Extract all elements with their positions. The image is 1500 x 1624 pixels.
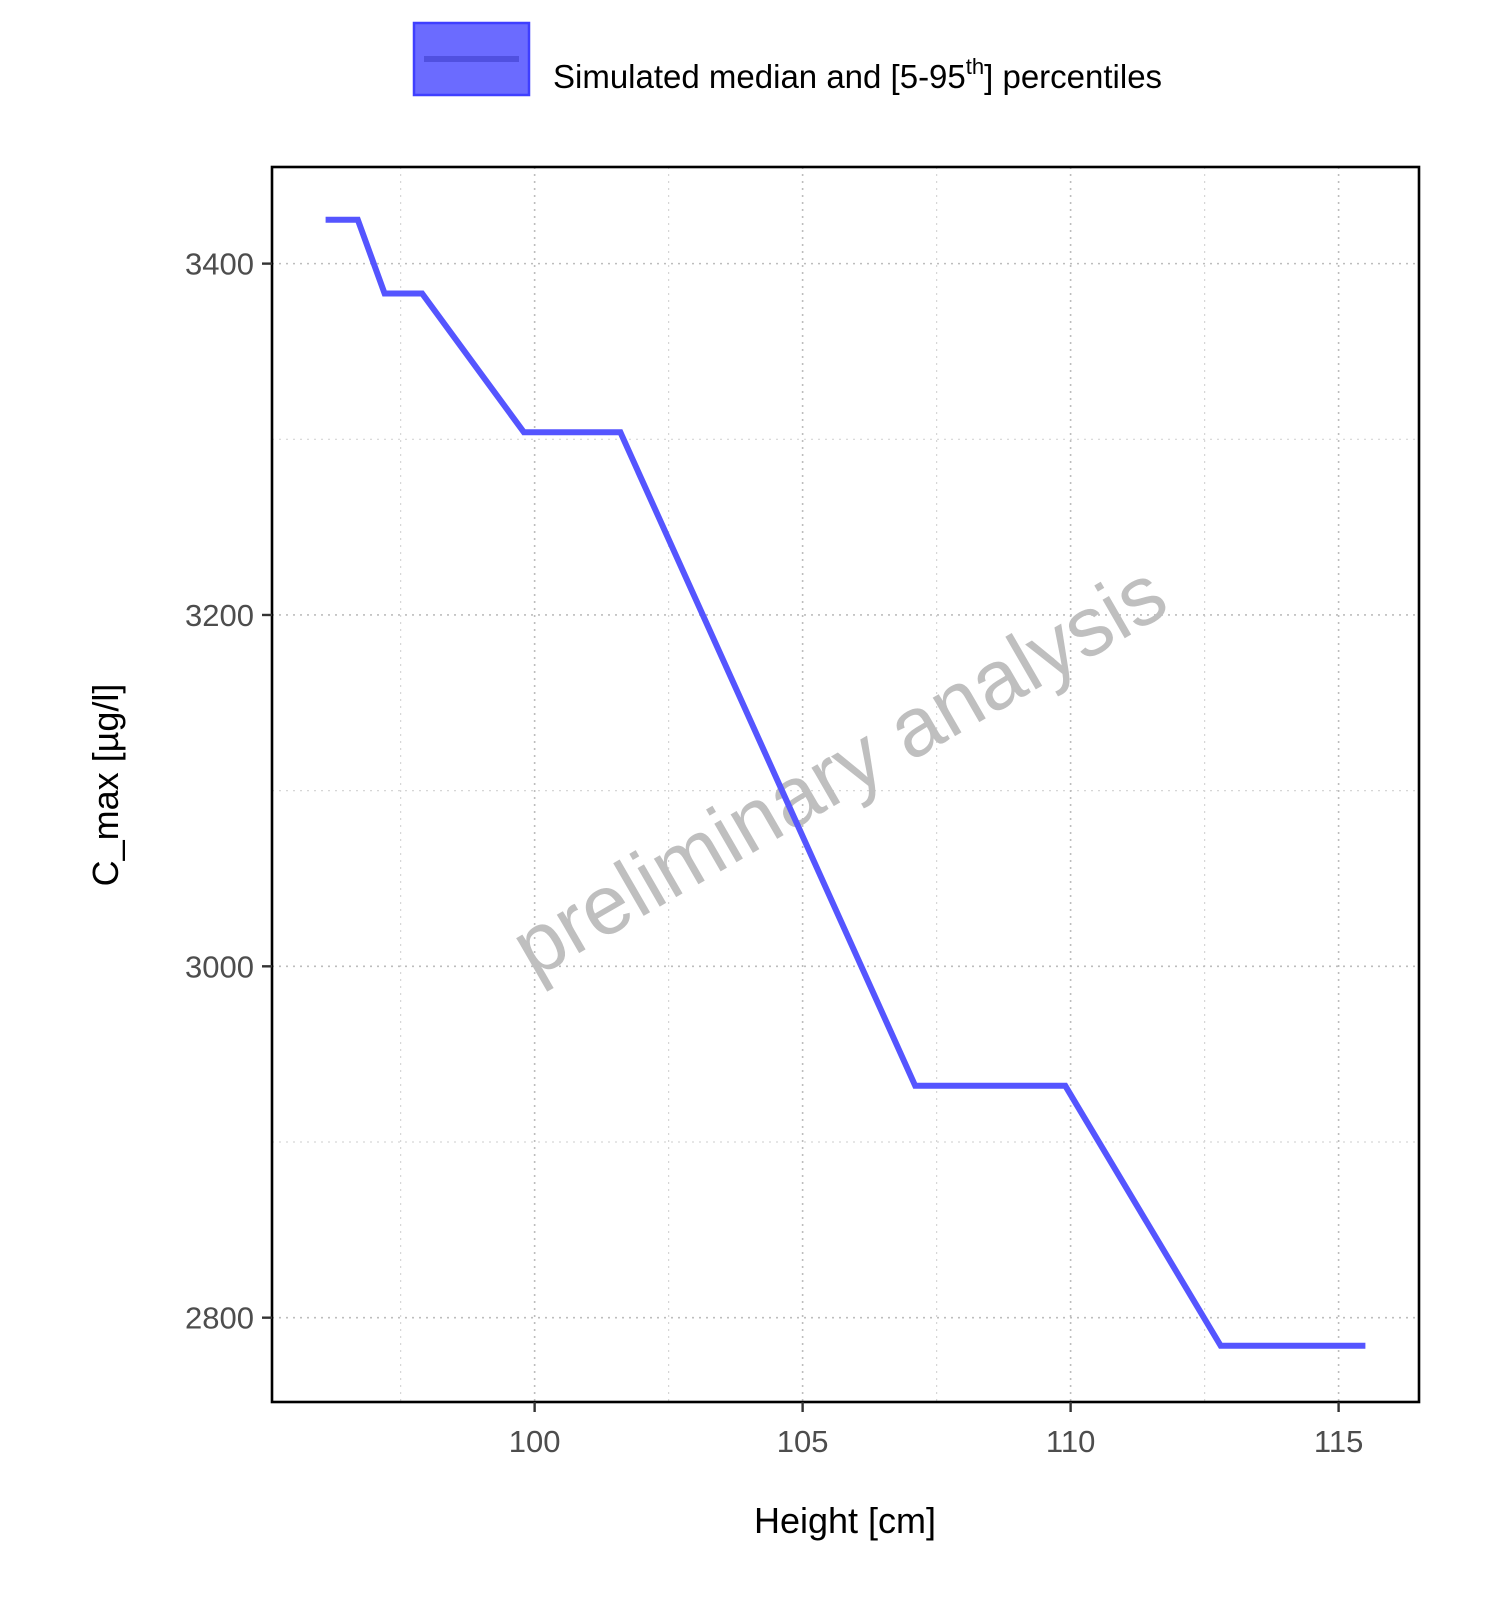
series-point [355,217,361,223]
series-point [617,429,623,435]
series-point [912,1083,918,1089]
grid [272,167,1419,1402]
series-line [325,216,1366,1349]
series-point [1362,1343,1368,1349]
series-point [419,290,425,296]
legend-label-main: Simulated median and [5-95 [553,58,966,95]
x-axis-title: Height [cm] [754,1500,936,1541]
x-axis-ticks: 100 105 110 115 [509,1402,1363,1459]
y-tick-label: 3000 [185,949,254,984]
series-point [1218,1343,1224,1349]
x-tick-label: 115 [1314,1424,1363,1459]
series-point [521,429,527,435]
x-tick-label: 100 [509,1424,561,1459]
y-axis-title: C_max [µg/l] [85,684,126,887]
plot-panel-border [270,165,1421,1404]
legend-label: Simulated median and [5-95th] percentile… [553,54,1162,95]
y-tick-label: 3200 [185,598,254,633]
series-point [1062,1083,1068,1089]
watermark-text: preliminary analysis [496,545,1182,995]
y-tick-label: 2800 [185,1301,254,1336]
x-tick-label: 110 [1046,1424,1095,1459]
legend-label-end: ] percentiles [984,58,1162,95]
series-point [382,290,388,296]
y-tick-label: 3400 [185,247,254,282]
x-tick-label: 105 [777,1424,829,1459]
legend: Simulated median and [5-95th] percentile… [412,21,1162,97]
y-axis-ticks: 2800 3000 3200 3400 [185,247,272,1336]
legend-label-sup: th [966,54,984,79]
series-point [323,217,329,223]
